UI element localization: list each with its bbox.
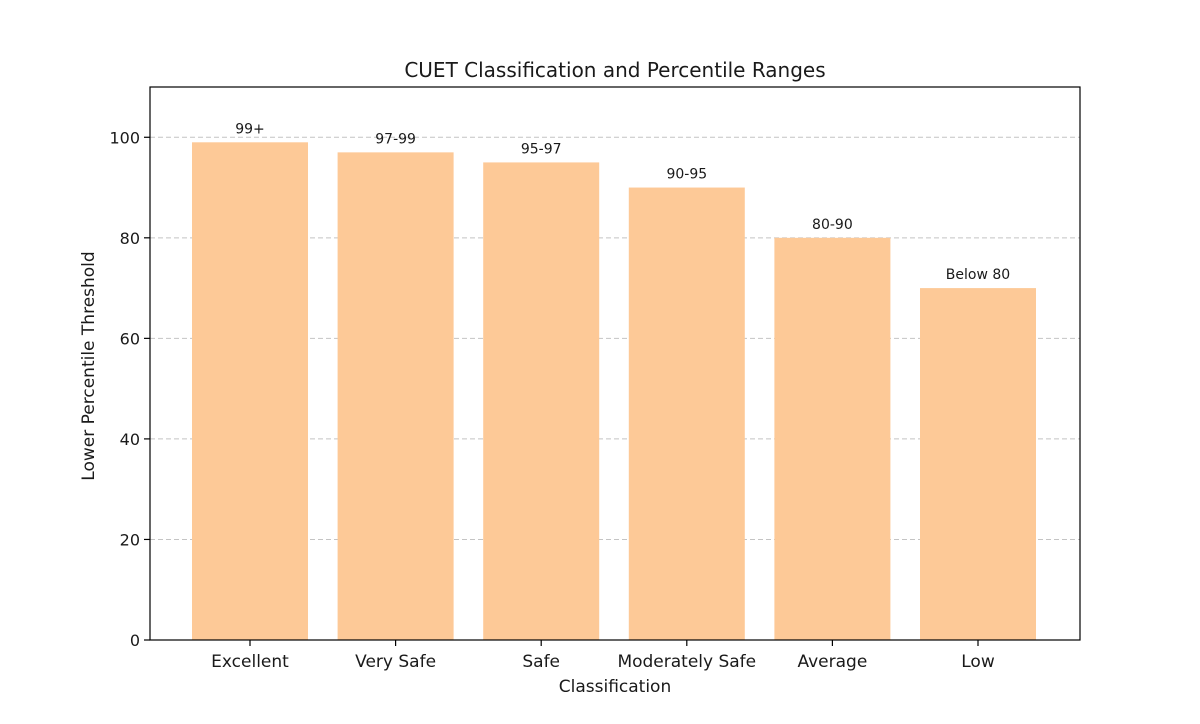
y-tick-label: 0 [130, 631, 140, 650]
y-tick-label: 80 [120, 229, 140, 248]
y-tick-label: 40 [120, 430, 140, 449]
x-axis: Excellent Very Safe Safe Moderately Safe Ave… [211, 640, 995, 672]
bar [337, 152, 454, 640]
bar-value-labels: 99+ 97-99 95-97 90-95 80-90 Below 80 [235, 121, 1010, 283]
bar-value-label: Below 80 [946, 267, 1010, 283]
y-tick-label: 20 [120, 530, 140, 549]
y-axis: 0 20 40 60 80 100 [109, 128, 150, 650]
bar-value-label: 95-97 [521, 141, 562, 157]
chart-title: CUET Classification and Percentile Range… [404, 58, 825, 82]
bar-value-label: 90-95 [666, 167, 707, 183]
x-tick-label: Low [961, 652, 995, 672]
x-tick-label: Moderately Safe [617, 652, 756, 672]
bar [920, 288, 1036, 640]
y-axis-label: Lower Percentile Threshold [79, 251, 99, 480]
bar [192, 142, 308, 641]
x-tick-label: Excellent [211, 652, 289, 672]
x-tick-label: Very Safe [355, 652, 436, 672]
bar [628, 187, 745, 640]
x-tick-label: Safe [522, 652, 560, 672]
bars [192, 142, 1036, 641]
bar-value-label: 80-90 [812, 217, 853, 233]
x-axis-label: Classification [559, 677, 671, 697]
bar [483, 162, 600, 640]
x-tick-label: Average [797, 652, 867, 672]
plot-frame [149, 86, 1081, 641]
y-tick-label: 60 [120, 329, 140, 348]
bar-value-label: 99+ [235, 121, 265, 137]
bar-value-label: 97-99 [375, 131, 416, 147]
bar [774, 237, 891, 640]
y-tick-label: 100 [109, 128, 140, 147]
